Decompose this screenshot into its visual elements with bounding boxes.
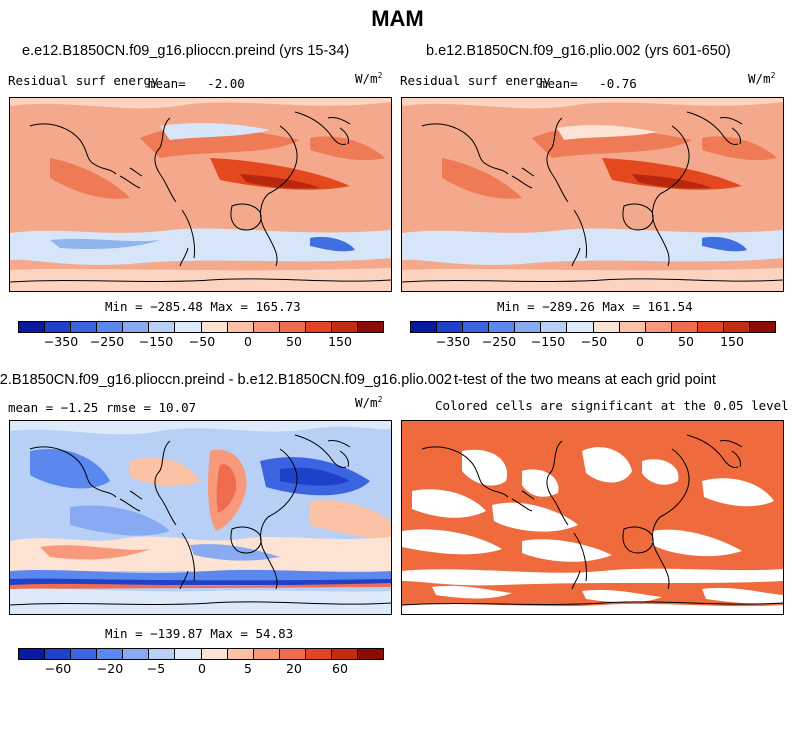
cb1-swatch xyxy=(71,322,98,332)
cb3-tick: 60 xyxy=(332,661,348,676)
cb3-swatch xyxy=(97,649,124,659)
cb3-swatch xyxy=(201,649,228,659)
colorbar-2-swatches xyxy=(410,321,776,333)
panel2-map-svg xyxy=(402,98,783,291)
cb2-tick: −50 xyxy=(580,334,608,349)
panel2-mean: mean= -0.76 xyxy=(540,76,637,91)
cb3-tick: 20 xyxy=(286,661,302,676)
cb2-swatch xyxy=(463,322,490,332)
cb2-swatch xyxy=(671,322,698,332)
cb1-swatch xyxy=(97,322,124,332)
cb2-tick: 150 xyxy=(720,334,744,349)
panel2-map xyxy=(401,97,784,292)
panel1-minmax: Min = −285.48 Max = 165.73 xyxy=(105,299,301,314)
cb2-swatch xyxy=(541,322,568,332)
cb2-swatch xyxy=(697,322,724,332)
cb2-tick: 50 xyxy=(678,334,694,349)
cb2-swatch xyxy=(515,322,542,332)
cb1-swatch xyxy=(45,322,72,332)
cb2-swatch xyxy=(593,322,620,332)
panel4-title: t-test of the two means at each grid poi… xyxy=(454,372,716,388)
cb2-swatch xyxy=(411,322,438,332)
cb3-tick: −60 xyxy=(44,661,72,676)
cb2-tick: 0 xyxy=(636,334,644,349)
panel3-title: e.e12.B1850CN.f09_g16.plioccn.preind - b… xyxy=(0,372,452,388)
colorbar-2 xyxy=(410,321,776,333)
cb1-swatch xyxy=(149,322,176,332)
cb3-tick: −5 xyxy=(146,661,166,676)
panel2-title: b.e12.B1850CN.f09_g16.plio.002 (yrs 601-… xyxy=(426,43,731,59)
cb1-swatch xyxy=(201,322,228,332)
cb1-tick: 150 xyxy=(328,334,352,349)
panel2-minmax: Min = −289.26 Max = 161.54 xyxy=(497,299,693,314)
cb3-swatch xyxy=(149,649,176,659)
panel3-minmax: Min = −139.87 Max = 54.83 xyxy=(105,626,294,641)
cb3-tick: 0 xyxy=(198,661,206,676)
cb3-swatch xyxy=(19,649,46,659)
cb3-tick: −20 xyxy=(96,661,124,676)
colorbar-3 xyxy=(18,648,384,660)
colorbar-3-swatches xyxy=(18,648,384,660)
cb2-swatch xyxy=(489,322,516,332)
panel1-title: e.e12.B1850CN.f09_g16.plioccn.preind (yr… xyxy=(22,43,350,59)
panel1-mean-value: -2.00 xyxy=(207,76,245,91)
cb1-swatch xyxy=(331,322,359,332)
cb3-swatch xyxy=(175,649,202,659)
cb1-swatch xyxy=(19,322,46,332)
cb2-swatch xyxy=(567,322,594,332)
cb1-tick: −250 xyxy=(89,334,125,349)
colorbar-1-swatches xyxy=(18,321,384,333)
cb3-swatch xyxy=(227,649,254,659)
cb3-swatch xyxy=(279,649,306,659)
cb1-tick: −350 xyxy=(43,334,79,349)
panel2-mean-value: -0.76 xyxy=(599,76,637,91)
cb3-swatch xyxy=(331,649,359,659)
panel1-units: W/m2 xyxy=(355,71,383,87)
cb3-tick: 5 xyxy=(244,661,252,676)
cb1-swatch xyxy=(279,322,306,332)
cb1-swatch xyxy=(305,322,332,332)
panel2-units: W/m2 xyxy=(748,71,776,87)
panel4-map xyxy=(401,420,784,615)
panel1-map-svg xyxy=(10,98,391,291)
cb3-swatch xyxy=(305,649,332,659)
panel1-variable: Residual surf energy xyxy=(8,73,159,88)
cb1-swatch xyxy=(175,322,202,332)
cb3-swatch xyxy=(71,649,98,659)
panel3-title-clip: e.e12.B1850CN.f09_g16.plioccn.preind - b… xyxy=(0,370,452,390)
cb1-swatch xyxy=(227,322,254,332)
panel4-subtitle: Colored cells are significant at the 0.0… xyxy=(435,398,789,413)
cb2-swatch xyxy=(723,322,751,332)
cb1-swatch xyxy=(358,322,384,332)
cb2-tick: −150 xyxy=(530,334,566,349)
cb3-swatch xyxy=(253,649,280,659)
cb2-swatch xyxy=(437,322,464,332)
panel2-variable: Residual surf energy xyxy=(400,73,551,88)
cb1-tick: −50 xyxy=(188,334,216,349)
cb2-swatch xyxy=(645,322,672,332)
cb1-swatch xyxy=(253,322,280,332)
cb2-swatch xyxy=(619,322,646,332)
cb3-swatch xyxy=(358,649,384,659)
panel3-units: W/m2 xyxy=(355,395,383,411)
cb1-tick: 50 xyxy=(286,334,302,349)
cb3-swatch xyxy=(45,649,72,659)
panel4-map-svg xyxy=(402,421,783,614)
cb1-tick: 0 xyxy=(244,334,252,349)
panel2-mean-label: mean= xyxy=(540,76,578,91)
cb3-swatch xyxy=(123,649,150,659)
cb2-tick: −350 xyxy=(435,334,471,349)
figure-title: MAM xyxy=(371,6,424,31)
panel1-map xyxy=(9,97,392,292)
cb1-swatch xyxy=(123,322,150,332)
panel3-stats: mean = −1.25 rmse = 10.07 xyxy=(8,400,197,415)
panel3-map xyxy=(9,420,392,615)
panel1-mean-label: mean= xyxy=(148,76,186,91)
cb2-swatch xyxy=(750,322,776,332)
panel3-map-svg xyxy=(10,421,391,614)
cb2-tick: −250 xyxy=(481,334,517,349)
panel1-mean: mean= -2.00 xyxy=(148,76,245,91)
cb1-tick: −150 xyxy=(138,334,174,349)
colorbar-1 xyxy=(18,321,384,333)
